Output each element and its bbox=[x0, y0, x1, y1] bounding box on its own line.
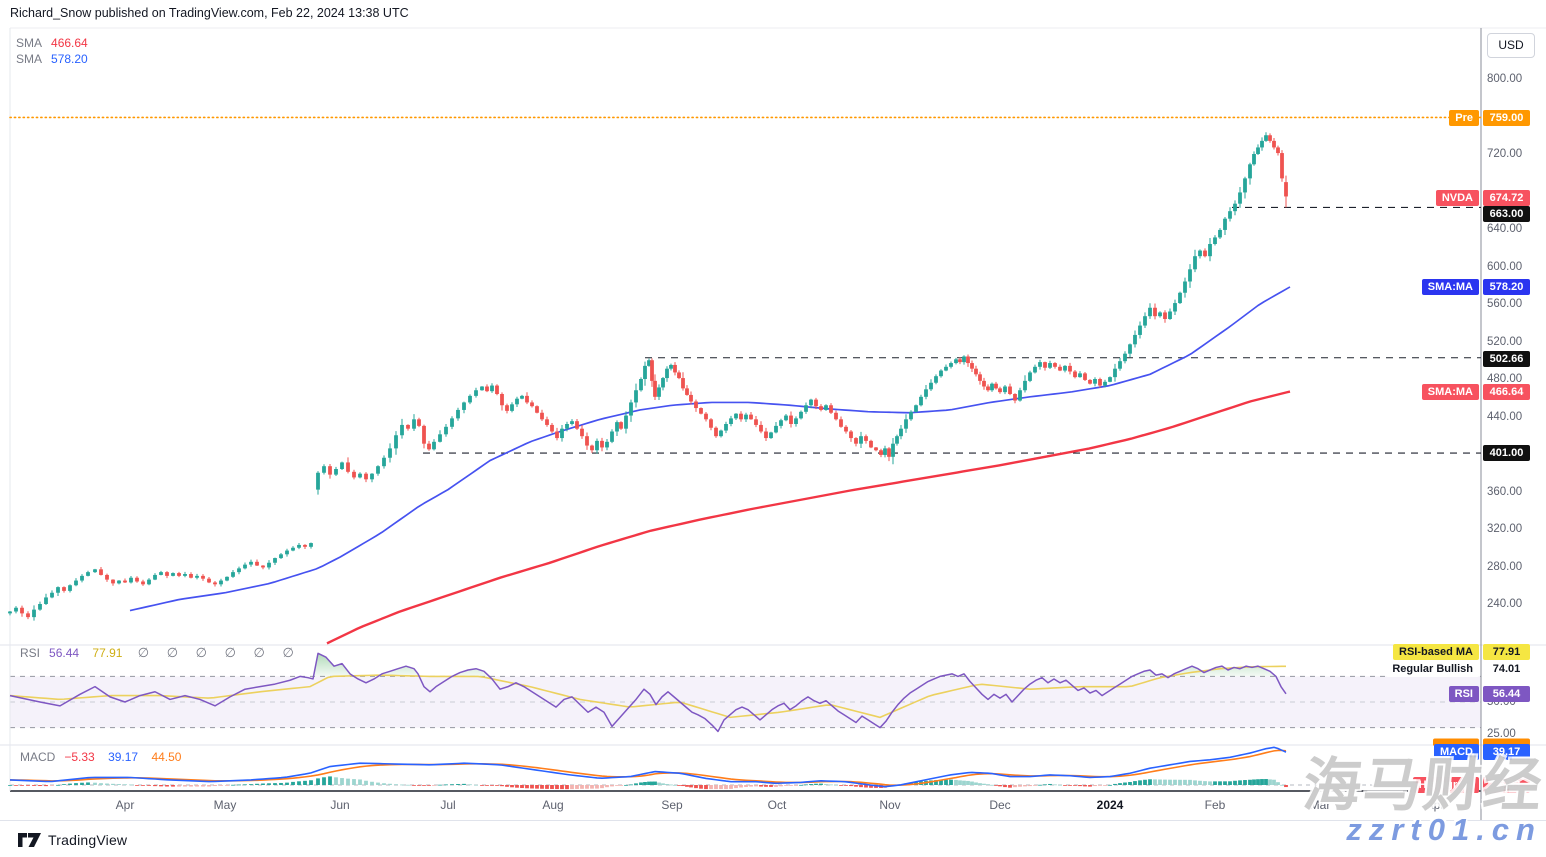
macd-label: MACD bbox=[20, 750, 56, 764]
publish-attribution: Richard_Snow published on TradingView.co… bbox=[10, 6, 409, 20]
macd-pane-legend: MACD −5.33 39.17 44.50 bbox=[20, 750, 181, 764]
price-flag-tag-regular-bullish: Regular Bullish bbox=[1386, 661, 1479, 677]
time-label-Apr: Apr bbox=[115, 798, 135, 812]
time-label-Jul: Jul bbox=[440, 798, 456, 812]
price-flag-clipped-signal bbox=[1483, 738, 1530, 746]
rsi-tick: 25.00 bbox=[1487, 728, 1516, 740]
price-tick: 280.00 bbox=[1487, 560, 1523, 573]
watermark-text-cn: 海马财经 bbox=[1299, 753, 1546, 818]
price-flag-value: 74.01 bbox=[1483, 661, 1530, 677]
sma-label: SMA bbox=[16, 36, 43, 50]
price-tick: 240.00 bbox=[1487, 598, 1523, 610]
macd-hist-value: −5.33 bbox=[64, 750, 95, 764]
time-label-Apr: Apr bbox=[1425, 798, 1445, 812]
rsi-pane-legend: RSI 56.44 77.91 ∅ ∅ ∅ ∅ ∅ ∅ bbox=[20, 645, 301, 661]
time-label-2024: 2024 bbox=[1096, 798, 1124, 812]
price-flag-tag-sma-ma: SMA:MA bbox=[1421, 279, 1479, 295]
price-flag-tag-macd: MACD bbox=[1434, 744, 1479, 760]
time-label-Oct: Oct bbox=[767, 798, 787, 812]
sma50-legend-row: SMA 578.20 bbox=[16, 51, 88, 67]
rsi-label: RSI bbox=[20, 646, 41, 660]
macd-line bbox=[9, 746, 1287, 788]
price-tick: 560.00 bbox=[1487, 298, 1523, 310]
price-flag-value: 56.44 bbox=[1483, 686, 1530, 702]
time-label-Dec: Dec bbox=[989, 798, 1011, 812]
tradingview-logo-icon bbox=[18, 833, 41, 847]
sma200-legend-row: SMA 466.64 bbox=[16, 35, 88, 51]
price-tick: 440.00 bbox=[1487, 410, 1523, 423]
price-tick: 720.00 bbox=[1487, 148, 1523, 160]
price-tick: 360.00 bbox=[1487, 485, 1523, 498]
price-flag-value: 77.91 bbox=[1483, 644, 1530, 660]
price-tick: 800.00 bbox=[1487, 73, 1523, 85]
price-flag-tag-sma-ma: SMA:MA bbox=[1421, 384, 1479, 400]
time-label-Nov: Nov bbox=[879, 798, 901, 812]
time-label-Aug: Aug bbox=[542, 798, 564, 812]
price-tick: 640.00 bbox=[1487, 223, 1523, 235]
price-tick: 320.00 bbox=[1487, 523, 1523, 535]
sma-label: SMA bbox=[16, 52, 43, 66]
time-label-May: May bbox=[213, 798, 237, 812]
macd-signal-line bbox=[9, 749, 1287, 787]
price-flag-value: 502.66 bbox=[1483, 351, 1530, 367]
macd-histogram bbox=[8, 776, 1288, 790]
tradingview-brand-link[interactable]: TradingView bbox=[18, 832, 127, 848]
watermark-text-url: zzrt01.cn bbox=[1346, 812, 1542, 847]
rsi-ma-value: 77.91 bbox=[92, 646, 123, 660]
price-tick: 600.00 bbox=[1487, 260, 1523, 273]
macd-signal-value: 44.50 bbox=[151, 750, 182, 764]
sma50-line bbox=[129, 286, 1291, 612]
sma200-value: 466.64 bbox=[51, 36, 88, 50]
candles bbox=[8, 132, 1288, 621]
sma200-line bbox=[326, 390, 1291, 645]
time-label-Mar: Mar bbox=[1309, 798, 1331, 812]
price-flag-value: 39.17 bbox=[1483, 744, 1530, 760]
price-flag-tag-pre: Pre bbox=[1449, 110, 1479, 126]
price-flag-value: 663.00 bbox=[1483, 206, 1530, 222]
rsi-overbought-fill bbox=[313, 653, 354, 677]
currency-toggle-button[interactable]: USD bbox=[1487, 33, 1535, 58]
price-flag-value: 401.00 bbox=[1483, 445, 1530, 461]
price-flag-tag-nvda: NVDA bbox=[1435, 190, 1479, 206]
price-flag-value: 674.72 bbox=[1483, 190, 1530, 206]
rsi-value: 56.44 bbox=[49, 646, 80, 660]
main-pane-legend: SMA 466.64 SMA 578.20 bbox=[16, 35, 88, 67]
price-flag-clipped-signal-tag bbox=[1433, 738, 1479, 746]
price-flag-tag-rsi-based-ma: RSI-based MA bbox=[1393, 644, 1479, 660]
price-flag-value: 578.20 bbox=[1483, 279, 1530, 295]
tradingview-brand-text: TradingView bbox=[48, 832, 128, 848]
time-label-Sep: Sep bbox=[661, 798, 683, 812]
rsi-overbought-fill bbox=[378, 666, 420, 677]
sma50-value: 578.20 bbox=[51, 52, 88, 66]
price-flag-value: −5.33 bbox=[1483, 777, 1530, 793]
price-flag-value: 466.64 bbox=[1483, 384, 1530, 400]
rsi-line bbox=[9, 652, 1287, 733]
price-tick: 480.00 bbox=[1487, 373, 1523, 385]
price-flag-tag-histogram: Histogram bbox=[1412, 777, 1479, 793]
time-label-Feb: Feb bbox=[1204, 798, 1226, 812]
price-flag-tag-rsi: RSI bbox=[1448, 686, 1479, 702]
rsi-band bbox=[10, 676, 1481, 728]
time-label-Jun: Jun bbox=[330, 798, 350, 812]
rsi-empty-set-icons: ∅ ∅ ∅ ∅ ∅ ∅ bbox=[137, 645, 301, 660]
rsi-ma-line bbox=[9, 665, 1287, 719]
price-tick: 520.00 bbox=[1487, 335, 1523, 348]
price-flag-value: 759.00 bbox=[1483, 110, 1530, 126]
macd-line-value: 39.17 bbox=[108, 750, 139, 764]
